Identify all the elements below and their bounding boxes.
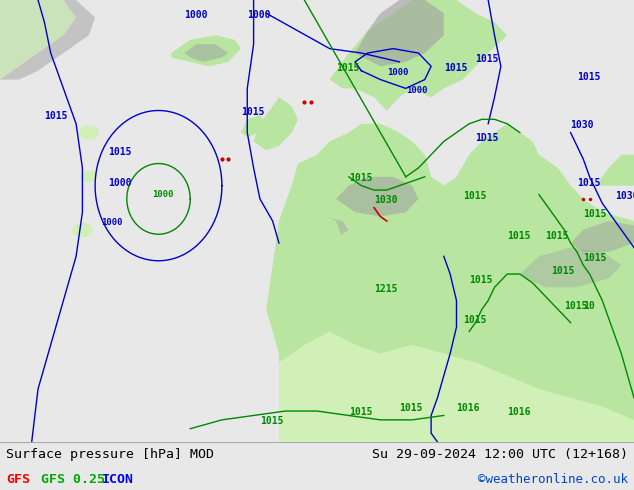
Polygon shape [171,35,241,66]
Circle shape [73,223,92,237]
Circle shape [79,126,98,139]
Text: 1000: 1000 [108,178,131,188]
Text: 1015: 1015 [44,111,68,122]
Polygon shape [241,115,266,137]
Polygon shape [596,155,634,186]
Text: 1015: 1015 [583,253,607,263]
Text: 1215: 1215 [374,284,398,294]
Text: Su 29-09-2024 12:00 UTC (12+168): Su 29-09-2024 12:00 UTC (12+168) [372,448,628,462]
Polygon shape [355,0,444,66]
Polygon shape [266,124,634,442]
Text: 1015: 1015 [564,301,588,311]
Text: 1016: 1016 [456,403,480,413]
Polygon shape [292,217,349,239]
Text: 1030: 1030 [571,120,594,130]
Polygon shape [254,97,298,150]
Text: 1015: 1015 [108,147,131,157]
Text: 1D15: 1D15 [476,133,499,144]
Text: 1015: 1015 [552,266,575,276]
Polygon shape [279,212,342,318]
Polygon shape [0,0,95,79]
Text: 1000: 1000 [101,219,123,227]
Text: 1015: 1015 [349,408,372,417]
Polygon shape [456,212,634,318]
Text: Surface pressure [hPa] MOD: Surface pressure [hPa] MOD [6,448,214,462]
Text: 1030: 1030 [374,196,398,205]
Text: 1015: 1015 [241,107,264,117]
Text: 1015: 1015 [336,63,359,73]
Text: ©weatheronline.co.uk: ©weatheronline.co.uk [477,473,628,486]
Polygon shape [520,247,621,287]
Text: 1030: 1030 [615,191,634,201]
Text: ICON: ICON [101,473,133,486]
Polygon shape [571,221,634,252]
Text: 1015: 1015 [260,416,283,426]
Polygon shape [330,0,507,111]
Text: 1015: 1015 [463,315,486,325]
Text: 10: 10 [583,301,595,311]
Polygon shape [279,331,634,442]
Text: 1016: 1016 [507,408,531,417]
Circle shape [81,172,96,182]
Text: 1015: 1015 [476,54,499,64]
Text: 1015: 1015 [545,231,569,241]
Text: 1015: 1015 [463,191,486,201]
Polygon shape [336,177,418,217]
Polygon shape [184,44,228,62]
Text: 1000: 1000 [387,68,408,77]
Text: 1015: 1015 [349,173,372,183]
Text: 1015: 1015 [399,403,423,413]
Text: 1015: 1015 [583,209,607,219]
Text: 1015: 1015 [469,275,493,285]
Text: 1000: 1000 [247,10,271,20]
Text: 1015: 1015 [444,63,467,73]
Text: GFS 0.25: GFS 0.25 [41,473,105,486]
Text: 1000: 1000 [406,86,427,95]
Text: 1015: 1015 [577,72,600,81]
Text: GFS: GFS [6,473,30,486]
Text: 1000: 1000 [152,190,174,198]
Polygon shape [0,0,76,79]
Text: 1015: 1015 [577,178,600,188]
Text: 1000: 1000 [184,10,207,20]
Text: 1015: 1015 [507,231,531,241]
